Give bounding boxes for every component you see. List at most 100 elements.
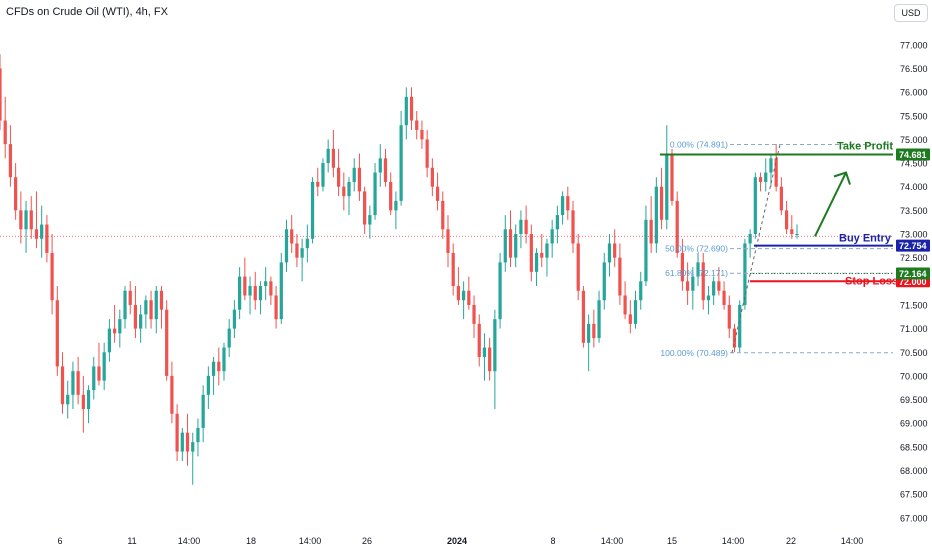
candle-body xyxy=(758,177,763,182)
candle-body xyxy=(368,215,372,225)
candle-body xyxy=(779,186,783,211)
candle-body xyxy=(222,347,226,372)
candle-body xyxy=(430,167,434,187)
candle-body xyxy=(71,371,75,395)
candle-body xyxy=(383,158,388,182)
candle-body xyxy=(534,252,539,272)
y-tick-label: 71.500 xyxy=(900,300,928,310)
candle-body xyxy=(310,181,315,239)
x-tick-label: 2024 xyxy=(447,536,467,546)
candle-body xyxy=(639,281,643,301)
candle-body xyxy=(305,238,309,249)
y-tick-label: 70.000 xyxy=(900,371,928,381)
fib-level-label: 0.00% (74.891) xyxy=(670,140,728,150)
currency-button[interactable]: USD xyxy=(894,4,928,22)
candle-body xyxy=(300,248,304,258)
candle-body xyxy=(685,281,690,291)
fib-level-label: 61.80% (72.171) xyxy=(665,268,728,278)
candle-body xyxy=(602,262,606,301)
candle-body xyxy=(701,262,705,301)
candle-body xyxy=(211,361,216,376)
candle-body xyxy=(597,300,601,339)
candle-body xyxy=(331,148,336,168)
candle-body xyxy=(50,252,54,301)
candle-body xyxy=(717,281,721,291)
level-label: Stop Loss xyxy=(845,275,898,287)
candle-body xyxy=(680,252,685,282)
candle-body xyxy=(435,186,440,201)
candle-body xyxy=(159,290,164,310)
y-tick-label: 67.000 xyxy=(900,513,928,523)
candle-body xyxy=(613,243,617,258)
candle-body xyxy=(217,361,221,372)
candle-body xyxy=(607,243,612,263)
candle-body xyxy=(81,394,85,410)
candle-body xyxy=(34,229,39,239)
candle-body xyxy=(279,262,283,320)
candle-body xyxy=(243,276,247,296)
candle-body xyxy=(232,309,237,329)
candle-body xyxy=(107,328,112,353)
y-tick-label: 69.000 xyxy=(900,419,928,429)
projection-arrow xyxy=(814,172,847,237)
level-label: Buy Entry xyxy=(839,233,892,245)
candle-body xyxy=(691,276,695,291)
candle-body xyxy=(566,196,570,211)
candle-body xyxy=(336,167,341,187)
candle-body xyxy=(55,300,59,367)
candle-body xyxy=(493,319,497,372)
candle-body xyxy=(284,229,289,263)
y-tick-label: 67.500 xyxy=(900,490,928,500)
candle-body xyxy=(154,290,158,320)
candle-body xyxy=(795,234,799,235)
x-tick-label: 14:00 xyxy=(601,536,624,546)
candle-body xyxy=(764,172,768,182)
candle-body xyxy=(498,262,502,320)
price-tag-label: 72.000 xyxy=(899,277,927,287)
candle-body xyxy=(295,243,299,258)
candle-body xyxy=(191,442,195,452)
candle-body xyxy=(92,366,96,391)
price-tag xyxy=(896,267,930,280)
y-tick-label: 77.000 xyxy=(900,40,928,50)
x-tick-label: 11 xyxy=(127,536,136,546)
candle-body xyxy=(529,234,533,272)
candle-body xyxy=(326,148,330,164)
candle-body xyxy=(144,300,148,315)
candle-body xyxy=(14,177,18,211)
projection-arrow-head xyxy=(833,171,851,185)
candle-body xyxy=(425,139,429,168)
candle-body xyxy=(472,304,476,324)
candle-body xyxy=(45,224,49,253)
candle-body xyxy=(732,328,737,348)
candle-body xyxy=(451,252,455,287)
candle-body xyxy=(587,323,591,343)
candle-body xyxy=(363,191,367,225)
candle-body xyxy=(748,234,752,244)
level-label: Take Profit xyxy=(837,140,893,152)
y-tick-label: 73.500 xyxy=(900,206,928,216)
candle-body xyxy=(128,290,132,305)
candle-body xyxy=(467,290,471,305)
candle-body xyxy=(60,366,65,405)
candle-body xyxy=(316,181,320,187)
candle-body xyxy=(712,281,716,296)
y-tick-label: 68.000 xyxy=(900,466,928,476)
candle-body xyxy=(86,390,91,410)
price-tag-label: 72.754 xyxy=(899,241,927,251)
x-tick-label: 18 xyxy=(246,536,256,546)
x-tick-label: 14:00 xyxy=(722,536,745,546)
candle-body xyxy=(269,281,273,296)
y-tick-label: 74.000 xyxy=(900,182,928,192)
candle-body xyxy=(274,295,278,320)
candle-body xyxy=(696,262,700,277)
candle-body xyxy=(378,158,382,173)
candle-body xyxy=(175,413,179,452)
candle-body xyxy=(508,229,513,258)
candle-body xyxy=(644,219,648,282)
candle-body xyxy=(743,243,747,305)
candle-body xyxy=(8,144,13,178)
candle-body xyxy=(19,210,23,230)
